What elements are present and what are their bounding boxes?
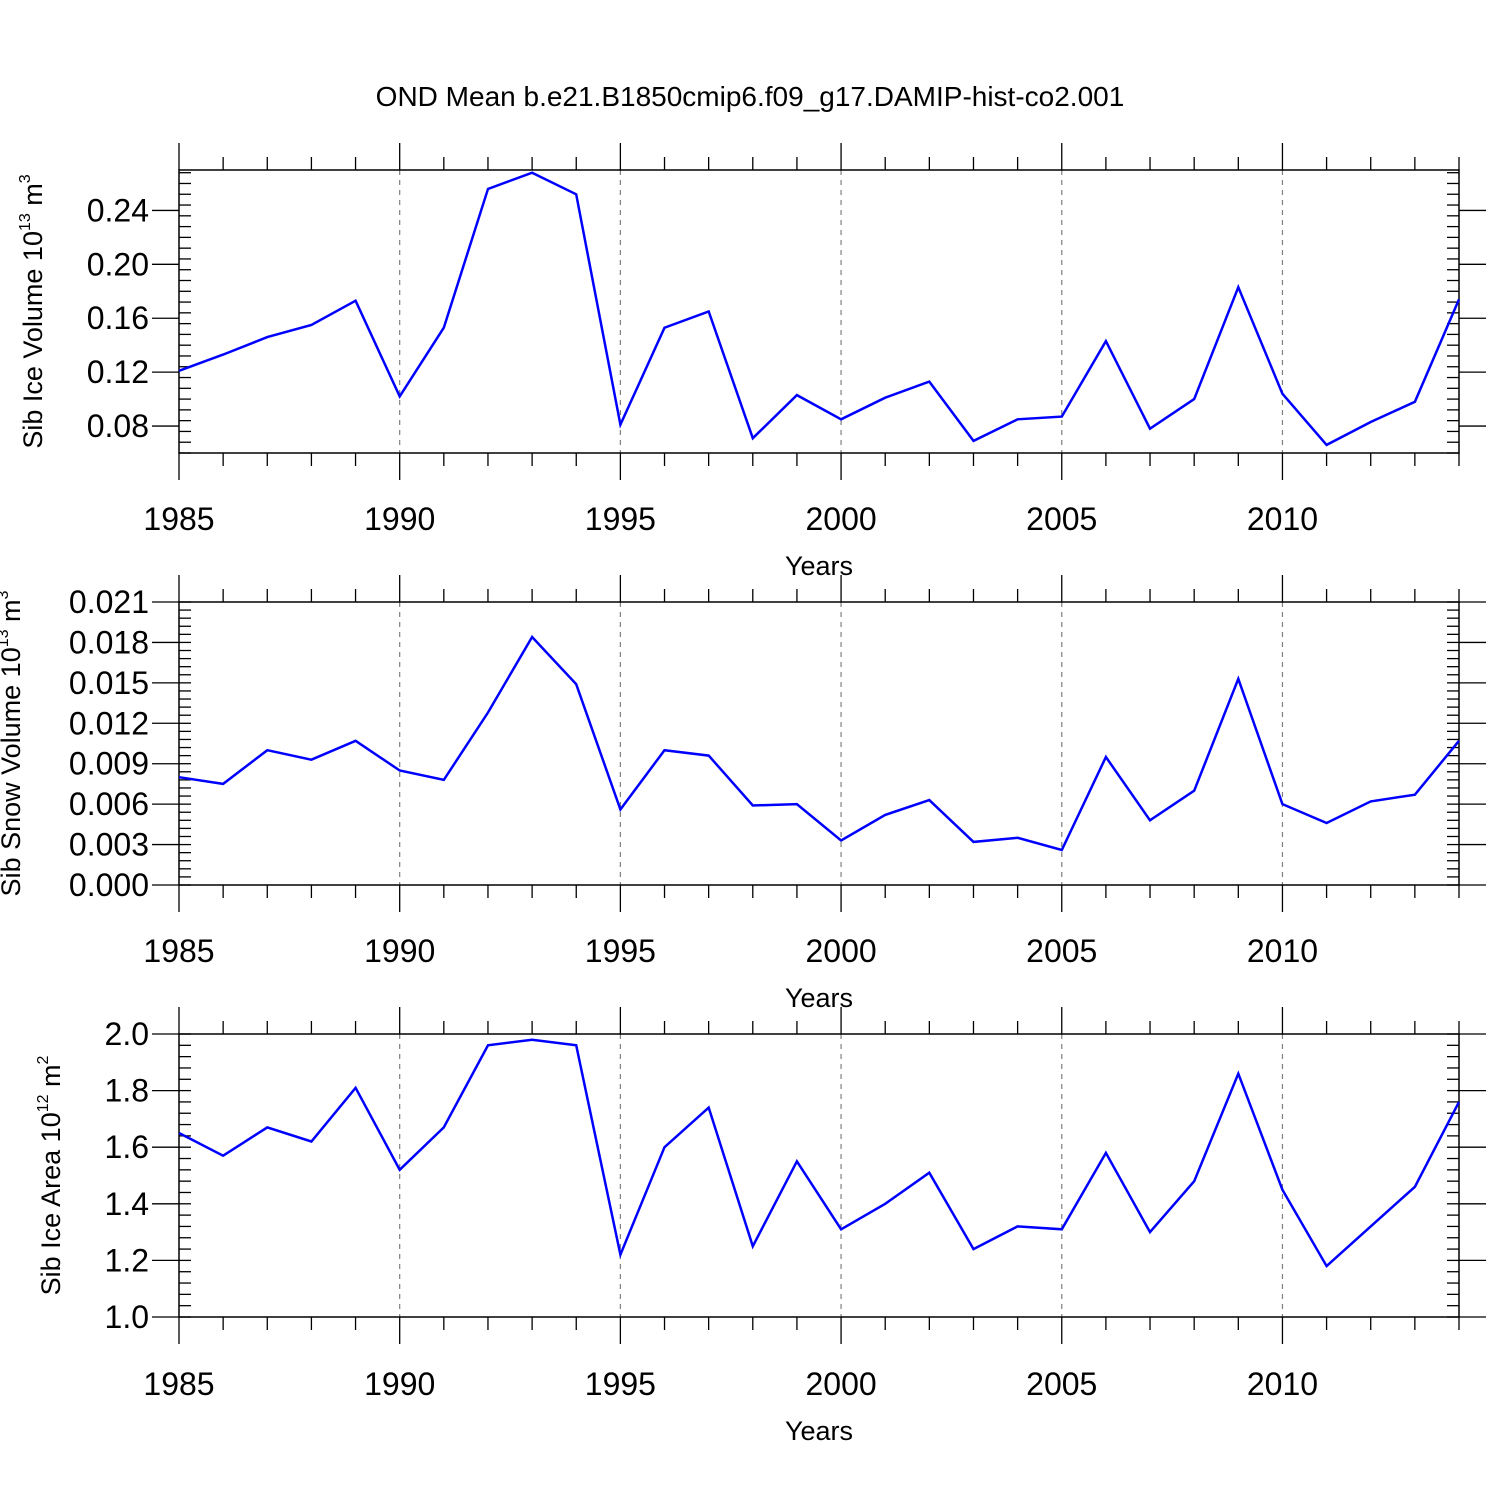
x-tick-label: 2010	[1247, 501, 1318, 537]
chart-title: OND Mean b.e21.B1850cmip6.f09_g17.DAMIP-…	[376, 81, 1125, 112]
series-line	[178, 1038, 1461, 1269]
x-tick-label: 2005	[1026, 1366, 1097, 1402]
y-tick-label: 0.012	[69, 705, 149, 741]
x-tick-label: 1985	[143, 933, 214, 969]
x-axis-title: Years	[785, 1416, 853, 1446]
y-tick-label: 0.12	[87, 354, 149, 390]
y-tick-label: 0.015	[69, 665, 149, 701]
y-tick-label: 1.2	[105, 1242, 149, 1278]
y-tick-label: 0.021	[69, 584, 149, 620]
y-tick-label: 0.16	[87, 300, 149, 336]
x-tick-label: 2005	[1026, 501, 1097, 537]
y-tick-label: 0.08	[87, 408, 149, 444]
y-tick-label: 1.6	[105, 1129, 149, 1165]
plot-frame	[178, 1033, 1460, 1318]
x-tick-label: 1995	[585, 501, 656, 537]
y-tick-label: 1.4	[105, 1186, 149, 1222]
y-tick-label: 0.018	[69, 624, 149, 660]
y-tick-label: 0.000	[69, 867, 149, 903]
x-tick-label: 2000	[805, 501, 876, 537]
x-tick-label: 1985	[143, 1366, 214, 1402]
x-tick-label: 1990	[364, 501, 435, 537]
y-tick-label: 0.006	[69, 786, 149, 822]
x-tick-label: 2005	[1026, 933, 1097, 969]
panels: 1985 1990 1995 2000 2005 2010 Years 0.08 0.12 0.1…	[0, 143, 1486, 1446]
y-tick-label: 2.0	[105, 1016, 149, 1052]
plot-frame	[178, 601, 1460, 886]
y-axis-title: Sib Snow Volume 1013 m3	[0, 590, 26, 896]
panel-1: 1985 1990 1995 2000 2005 2010 Years 0.08 0.12 0.1…	[17, 143, 1486, 581]
y-tick-label: 1.8	[105, 1073, 149, 1109]
plot-frame	[178, 169, 1460, 454]
x-tick-label: 2010	[1247, 933, 1318, 969]
panel-3: 1985 1990 1995 2000 2005 2010 Years 1.0 1.2 1.4 1.…	[35, 1007, 1486, 1446]
y-tick-label: 0.009	[69, 746, 149, 782]
series-line	[178, 171, 1461, 447]
x-tick-label: 1990	[364, 1366, 435, 1402]
series-line	[178, 634, 1460, 852]
x-tick-label: 2000	[805, 1366, 876, 1402]
x-tick-label: 2010	[1247, 1366, 1318, 1402]
x-axis-title: Years	[785, 551, 853, 581]
x-tick-label: 2000	[805, 933, 876, 969]
x-axis-title: Years	[785, 983, 853, 1013]
x-tick-label: 1995	[585, 933, 656, 969]
panel-2: 1985 1990 1995 2000 2005 2010 Years 0.000 0.003 0…	[0, 575, 1486, 1013]
y-axis-title: Sib Ice Volume 1013 m3	[17, 174, 48, 448]
y-tick-label: 1.0	[105, 1299, 149, 1335]
y-tick-label: 0.24	[87, 192, 149, 228]
y-tick-label: 0.20	[87, 246, 149, 282]
x-tick-label: 1985	[143, 501, 214, 537]
y-tick-label: 0.003	[69, 827, 149, 863]
x-tick-label: 1995	[585, 1366, 656, 1402]
y-axis-title: Sib Ice Area 1012 m2	[35, 1055, 66, 1295]
x-tick-label: 1990	[364, 933, 435, 969]
